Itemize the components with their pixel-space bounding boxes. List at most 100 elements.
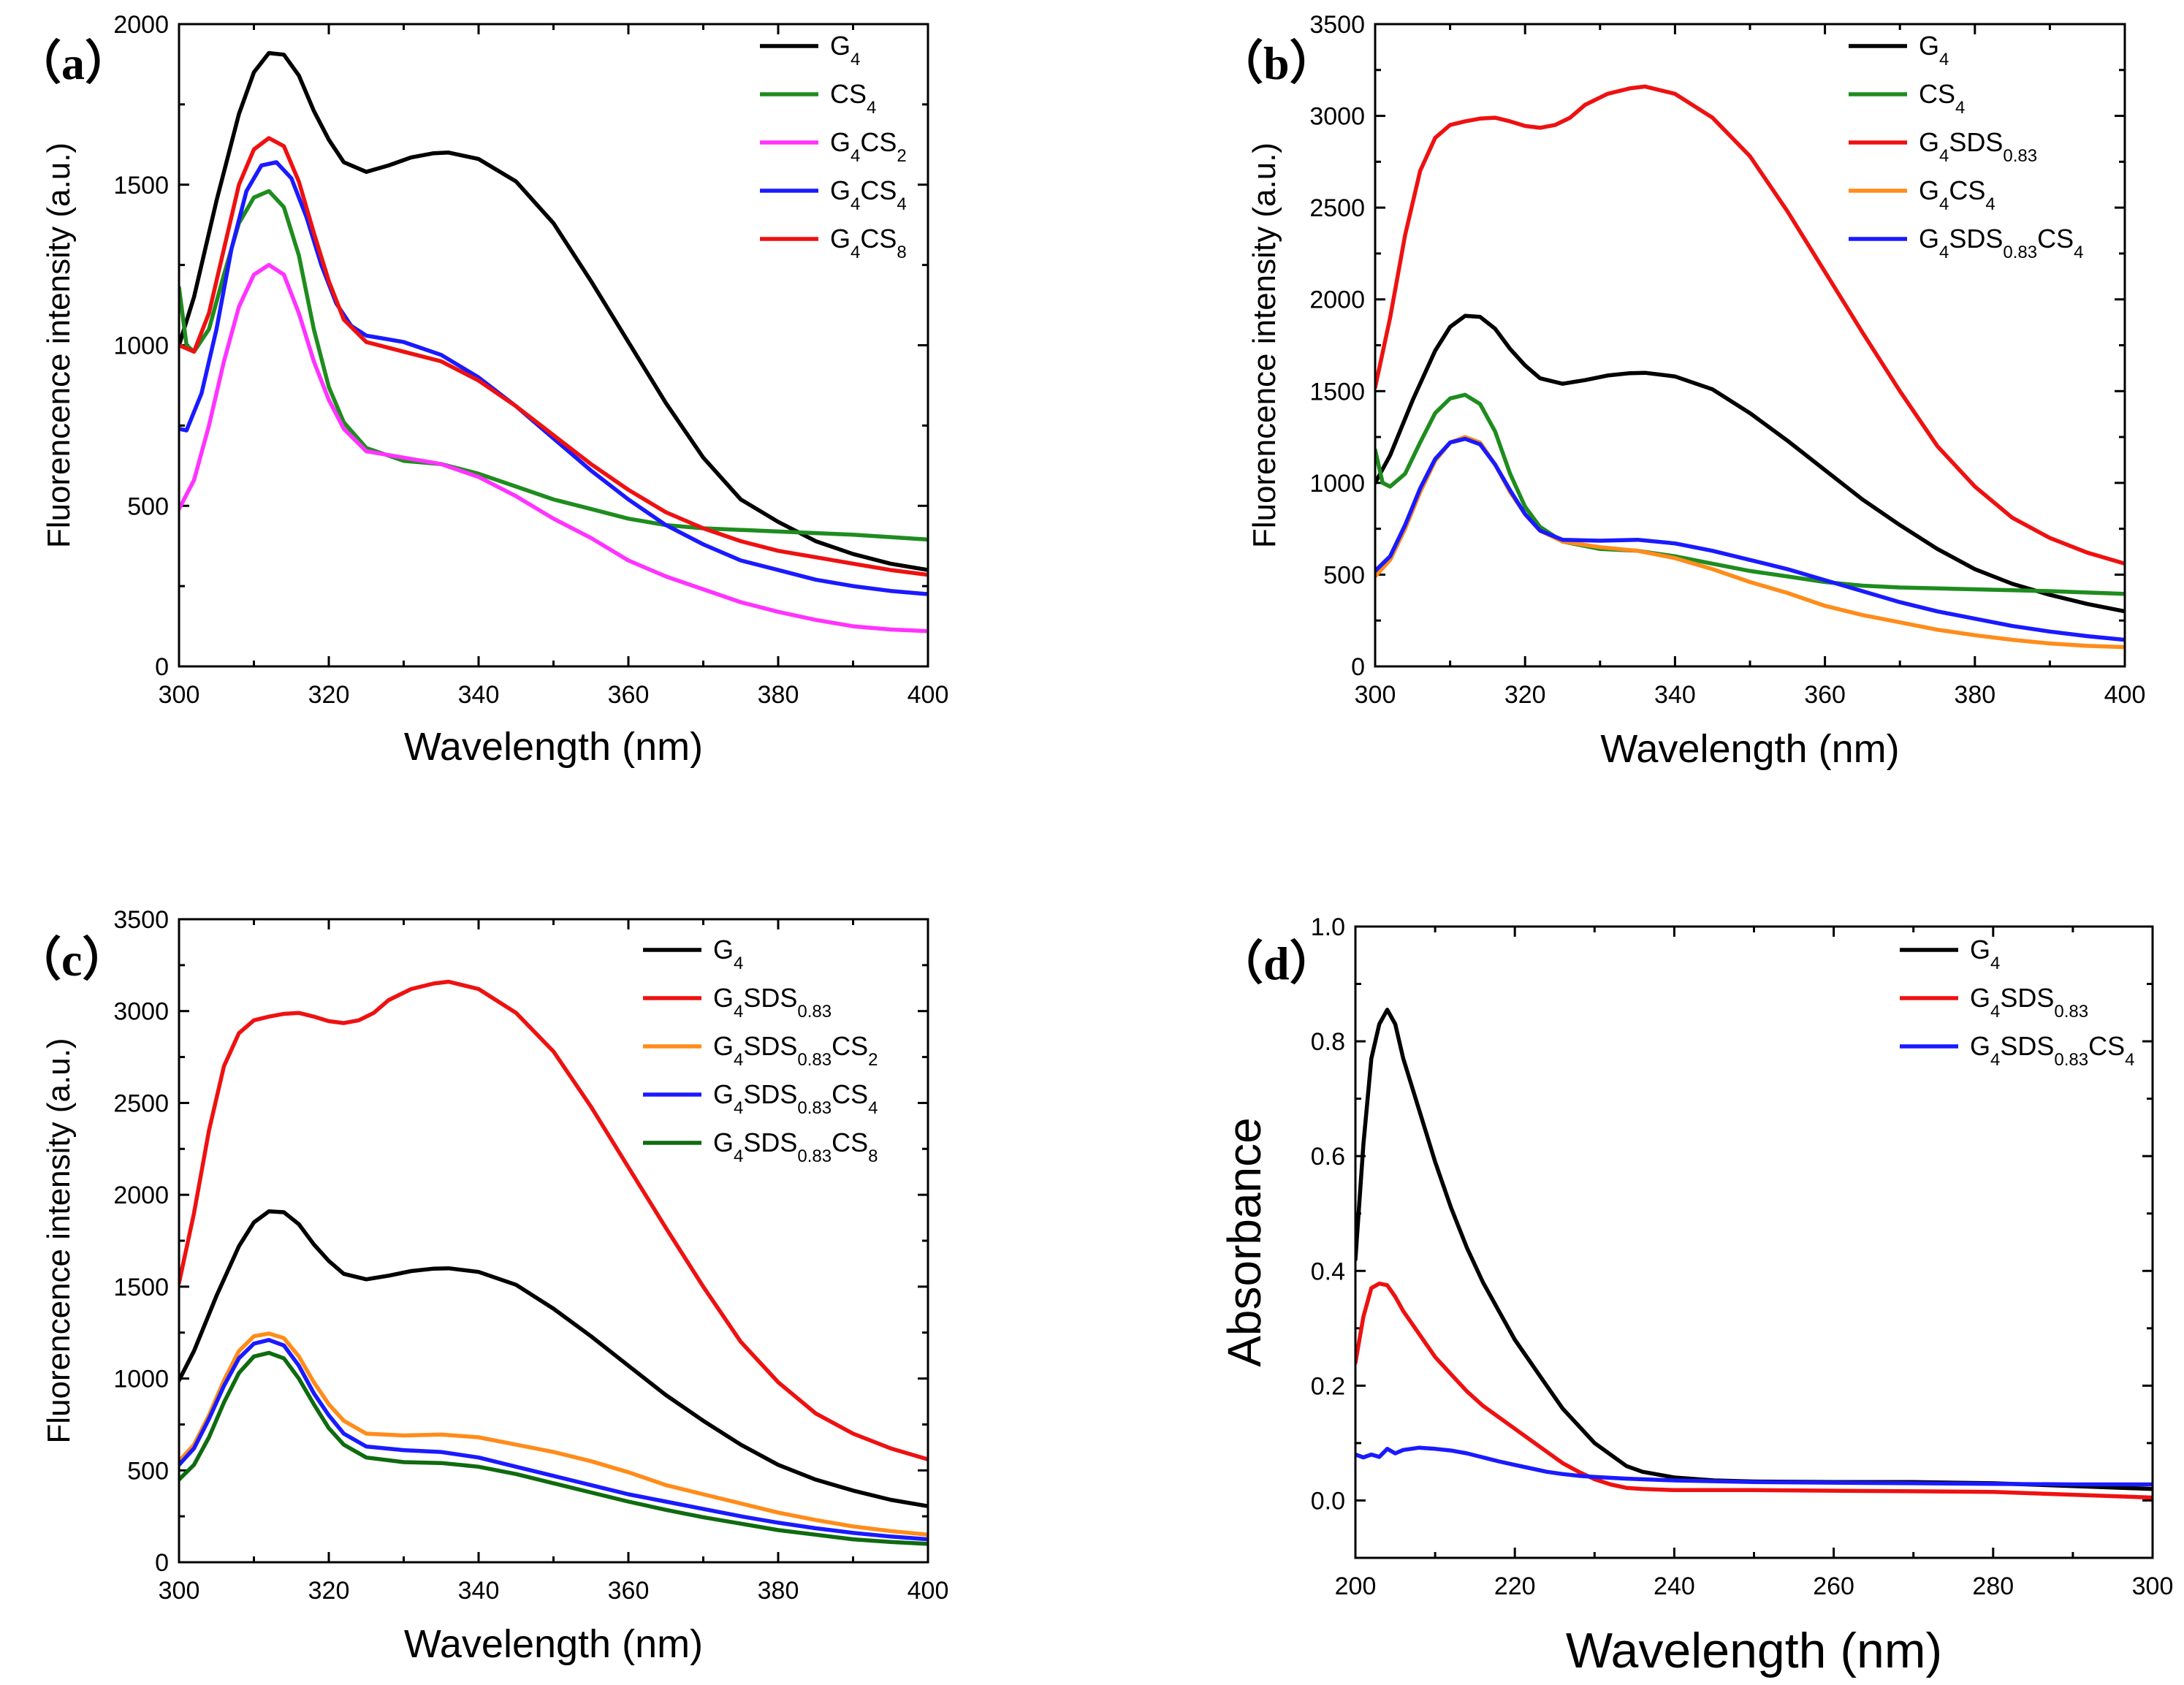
x-axis-label: Wavelength (nm): [1566, 1623, 1942, 1678]
legend-entry: G4: [1970, 935, 2000, 973]
y-tick-label: 1500: [113, 172, 169, 199]
y-tick-label: 1000: [113, 332, 169, 360]
series-line-g4cs8: [179, 136, 928, 577]
y-tick-label: 2000: [113, 11, 169, 39]
y-axis-label: Fluorencence intensity (a.u.): [41, 142, 77, 548]
x-tick-label: 380: [758, 1577, 799, 1605]
series-line-g4cs4: [179, 160, 928, 596]
x-tick-label: 360: [608, 681, 650, 709]
y-tick-label: 3000: [1309, 103, 1365, 131]
panel-label: （b）: [1217, 37, 1336, 89]
series-line-g4cs2: [179, 262, 928, 634]
panel-label: （c）: [15, 934, 129, 986]
series-line-g4sds083: [179, 979, 928, 1461]
x-tick-label: 200: [1335, 1572, 1377, 1600]
y-tick-label: 0: [155, 653, 169, 681]
legend-entry: G4: [713, 935, 743, 973]
legend-entry: G4CS2: [830, 127, 907, 166]
y-tick-label: 3500: [1309, 11, 1365, 39]
x-tick-label: 300: [1355, 681, 1396, 709]
series-line-g4sds083cs8: [179, 1350, 928, 1546]
y-tick-label: 3500: [113, 906, 169, 934]
y-tick-label: 500: [127, 1457, 169, 1485]
x-tick-label: 400: [2104, 681, 2146, 709]
y-tick-label: 1000: [1309, 470, 1365, 498]
series-line-g4sds083: [1375, 84, 2125, 566]
series-line-g4sds083cs4: [1375, 436, 2125, 642]
series-line-g4: [179, 1209, 928, 1509]
y-tick-label: 0.6: [1311, 1143, 1345, 1171]
legend-entry: CS4: [830, 79, 876, 118]
y-tick-label: 2500: [1309, 194, 1365, 222]
series-line-g4sds083: [1355, 1281, 2153, 1500]
series-line-g4cs4: [1375, 435, 2125, 650]
x-tick-label: 300: [159, 681, 200, 709]
legend-entry: G4SDS0.83: [713, 983, 832, 1022]
series-line-g4sds083cs4: [179, 1338, 928, 1542]
x-axis-label: Wavelength (nm): [404, 1622, 703, 1666]
y-tick-label: 0.4: [1311, 1258, 1345, 1285]
y-tick-label: 1500: [113, 1274, 169, 1301]
x-tick-label: 400: [908, 1577, 949, 1605]
x-tick-label: 340: [458, 1577, 500, 1605]
y-tick-label: 0.8: [1311, 1028, 1345, 1056]
series-line-g4sds083cs4: [1355, 1445, 2153, 1487]
chart-panel-c: 300 320 340 360 380 400 0 500 1000 1500 2000 2500 30…: [15, 906, 948, 1666]
legend-entry: G4CS4: [830, 175, 907, 214]
y-tick-label: 0: [1351, 653, 1365, 681]
y-tick-label: 1500: [1309, 378, 1365, 406]
legend-entry: G4CS4: [1919, 175, 1995, 214]
x-tick-label: 340: [1654, 681, 1696, 709]
y-tick-label: 2500: [113, 1089, 169, 1117]
plot-frame: [1374, 23, 2126, 668]
legend-entry: G4SDS0.83CS4: [713, 1079, 878, 1118]
series-line-g4: [179, 50, 928, 572]
x-tick-label: 320: [308, 1577, 350, 1605]
y-tick-label: 500: [127, 492, 169, 520]
plot-frame: [178, 23, 929, 668]
y-tick-label: 0: [155, 1549, 169, 1577]
x-tick-label: 340: [458, 681, 500, 709]
legend-entry: G4: [830, 31, 860, 69]
legend-entry: G4SDS0.83: [1919, 127, 2037, 166]
x-tick-label: 280: [1972, 1572, 2014, 1600]
series-line-cs4: [1375, 392, 2125, 596]
y-tick-label: 0.0: [1311, 1487, 1345, 1515]
y-tick-label: 2000: [113, 1182, 169, 1209]
chart-panel-d: 200 220 240 260 280 300 0.0 0.2 0.4 0.6 0.8 1.0 Wave…: [1217, 913, 2173, 1678]
y-tick-label: 3000: [113, 998, 169, 1026]
y-tick-label: 1.0: [1311, 913, 1345, 941]
y-axis-label: Fluorencence intensity (a.u.): [41, 1038, 77, 1443]
legend-entry: G4SDS0.83: [1970, 983, 2088, 1022]
x-tick-label: 220: [1494, 1572, 1536, 1600]
legend-entry: G4SDS0.83CS8: [713, 1127, 878, 1166]
series-line-cs4: [179, 189, 928, 542]
plot-frame: [178, 918, 929, 1564]
y-tick-label: 0.2: [1311, 1372, 1345, 1400]
series-line-g4sds083cs2: [179, 1331, 928, 1537]
legend-entry: G4SDS0.83CS4: [1919, 224, 2084, 262]
x-tick-label: 360: [1804, 681, 1846, 709]
y-axis-label: Fluorencence intensity (a.u.): [1247, 142, 1282, 548]
legend-entry: G4CS8: [830, 224, 907, 262]
x-axis-label: Wavelength (nm): [404, 725, 703, 769]
y-tick-label: 500: [1323, 561, 1365, 589]
legend-entry: G4SDS0.83CS4: [1970, 1031, 2135, 1070]
plot-frame: [1354, 925, 2154, 1559]
series-line-g4: [1375, 313, 2125, 614]
x-tick-label: 320: [1504, 681, 1546, 709]
x-tick-label: 300: [2132, 1572, 2174, 1600]
legend-entry: G4SDS0.83CS2: [713, 1031, 878, 1070]
y-axis-label: Absorbance: [1218, 1117, 1271, 1367]
x-axis-label: Wavelength (nm): [1600, 727, 1899, 771]
chart-panel-b: 300 320 340 360 380 400 0 500 1000 1500 2000 2500 30…: [1217, 11, 2145, 771]
legend-entry: G4: [1919, 31, 1949, 69]
x-tick-label: 400: [908, 681, 949, 709]
y-tick-label: 1000: [113, 1366, 169, 1393]
x-tick-label: 380: [1954, 681, 1995, 709]
legend-entry: CS4: [1919, 79, 1965, 118]
panel-label: （a）: [15, 37, 132, 89]
chart-panel-a: 300 320 340 360 380 400 0 500 1000 1500 2000 Wavele…: [15, 11, 948, 769]
x-tick-label: 260: [1813, 1572, 1854, 1600]
series-line-g4: [1355, 1008, 2153, 1491]
